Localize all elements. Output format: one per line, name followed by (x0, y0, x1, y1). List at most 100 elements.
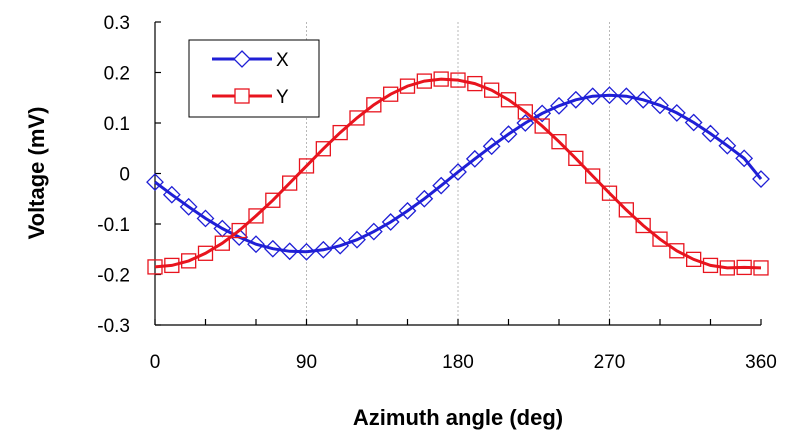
data-point (282, 175, 298, 191)
data-point (331, 236, 350, 255)
data-point (500, 92, 517, 108)
legend-marker (233, 50, 251, 68)
data-point (482, 137, 501, 156)
legend-entry-X: X (212, 50, 289, 71)
series (146, 71, 770, 276)
y-tick-label: -0.2 (97, 266, 130, 287)
data-point (450, 72, 466, 88)
data-point (667, 103, 686, 122)
x-tick-label: 270 (594, 352, 626, 373)
data-point (634, 90, 653, 109)
data-point (752, 170, 770, 188)
data-point (214, 235, 230, 251)
data-point (399, 78, 416, 94)
series-line-Y (154, 77, 762, 270)
data-point (534, 118, 550, 134)
data-point (315, 141, 331, 157)
data-point (467, 75, 483, 92)
data-point (298, 158, 315, 174)
data-point (231, 222, 247, 239)
data-point (196, 209, 215, 228)
x-tick-label: 360 (745, 352, 777, 373)
data-point (652, 231, 668, 247)
data-point (651, 96, 669, 115)
legend: XY (188, 39, 320, 118)
y-ticks: -0.3 -0.2 -0.1 0 0.1 0.2 0.3 (97, 13, 161, 337)
data-point (162, 185, 181, 204)
data-point (146, 173, 164, 192)
data-point (366, 97, 382, 113)
data-point (753, 260, 769, 276)
legend-entry-Y: Y (212, 87, 289, 108)
data-point (566, 90, 585, 109)
data-point (332, 124, 348, 141)
data-point (684, 113, 703, 132)
data-point (433, 71, 449, 87)
data-point (601, 185, 618, 201)
y-tick-label: -0.1 (97, 215, 130, 236)
data-point (686, 251, 702, 268)
data-point (164, 257, 180, 274)
data-point (265, 192, 281, 208)
data-point (736, 259, 752, 276)
data-point (415, 189, 434, 208)
y-tick-label: 0.1 (104, 114, 130, 135)
data-point (280, 242, 299, 261)
legend-label: Y (276, 87, 289, 108)
data-point (635, 217, 651, 234)
data-point (499, 125, 518, 144)
data-point (314, 240, 333, 259)
data-point (398, 201, 417, 220)
data-point (197, 245, 214, 261)
data-point (701, 124, 720, 143)
data-point (181, 253, 197, 269)
x-ticks: 0 90 180 270 360 (150, 319, 777, 373)
legend-label: X (276, 50, 289, 71)
data-point (364, 222, 383, 241)
data-point (583, 87, 602, 106)
y-tick-label: 0.2 (104, 64, 130, 85)
data-point (248, 208, 264, 224)
data-point (702, 257, 719, 274)
data-point (551, 134, 567, 150)
data-point (617, 87, 636, 106)
data-point (618, 202, 634, 218)
data-point (533, 104, 552, 123)
data-point (449, 163, 467, 181)
y-tick-label: 0.3 (104, 13, 130, 34)
y-tick-label: -0.3 (97, 316, 130, 337)
data-point (550, 96, 568, 115)
data-point (147, 259, 163, 275)
legend-items: XY (212, 50, 289, 108)
series-Y (147, 71, 769, 276)
y-tick-label: 0 (119, 165, 130, 186)
data-point (735, 149, 754, 168)
data-point (669, 243, 685, 259)
data-point (247, 235, 265, 254)
x-axis-title: Azimuth angle (deg) (353, 405, 563, 430)
data-point (179, 197, 198, 216)
data-point (600, 86, 619, 105)
data-point (432, 176, 451, 195)
data-point (465, 149, 484, 168)
legend-marker (234, 88, 250, 104)
legend-box (188, 39, 320, 118)
series-X (146, 86, 770, 261)
gridlines (306, 22, 610, 325)
data-point (349, 110, 365, 126)
series-line-X (154, 93, 763, 254)
data-point (416, 73, 432, 89)
data-point (719, 260, 735, 276)
data-point (383, 86, 399, 102)
x-tick-label: 90 (296, 352, 317, 373)
data-point (516, 114, 535, 132)
data-point (381, 213, 400, 231)
data-point (568, 150, 584, 167)
x-tick-label: 180 (442, 352, 474, 373)
x-tick-label: 0 (150, 352, 161, 373)
data-point (348, 230, 366, 249)
y-axis-title: Voltage (mV) (24, 107, 49, 240)
data-point (517, 104, 533, 120)
data-point (484, 82, 500, 98)
